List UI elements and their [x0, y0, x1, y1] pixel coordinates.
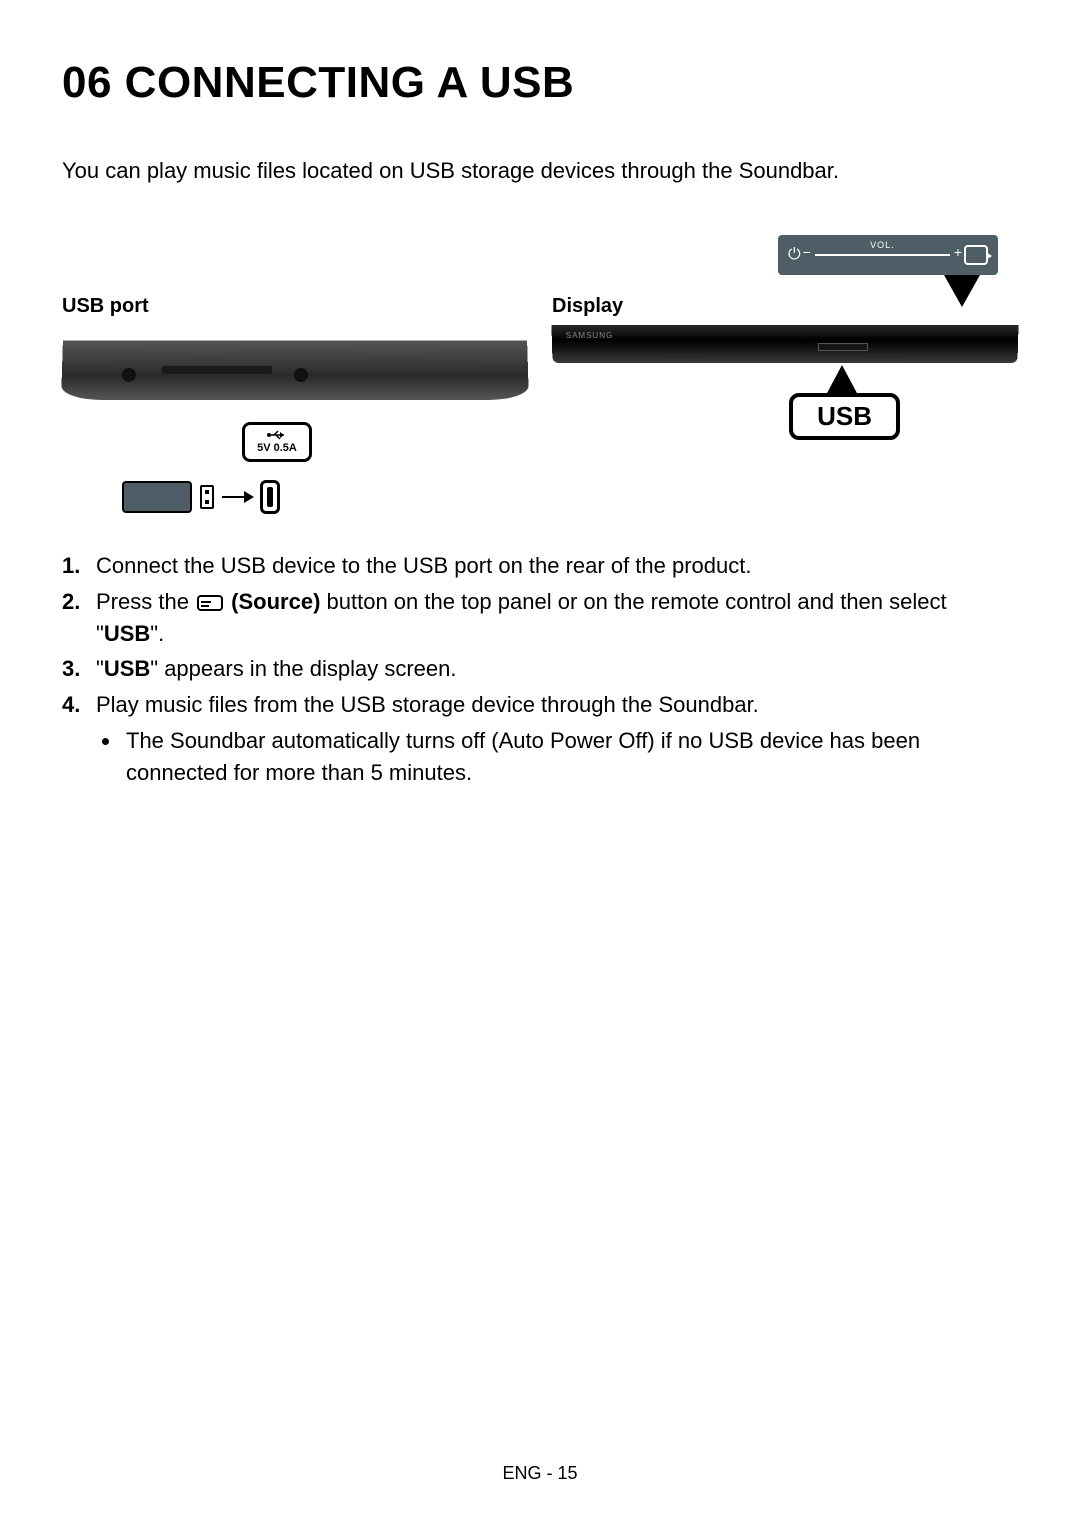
step-bold: USB: [104, 621, 150, 646]
step-text: ": [96, 656, 104, 681]
sub-bullet-list: The Soundbar automatically turns off (Au…: [122, 725, 1018, 789]
diagram-left: USB port 5V 0.5A: [62, 235, 528, 514]
step-item: Connect the USB device to the USB port o…: [62, 550, 1018, 582]
display-label: Display: [552, 295, 623, 318]
step-text: button on the top panel or on the remote…: [96, 589, 947, 646]
diagram-right: ⏻ VOL. Display SAMSUNG USB: [552, 235, 1018, 514]
source-button-icon: [964, 245, 988, 265]
usb-port-box: 5V 0.5A: [242, 422, 312, 462]
display-window-icon: [818, 343, 868, 351]
usb-port-spec: 5V 0.5A: [257, 442, 297, 454]
step-text: " appears in the display screen.: [150, 656, 456, 681]
power-icon: ⏻: [788, 246, 801, 264]
usb-port-detail: 5V 0.5A: [242, 422, 528, 462]
sub-bullet-item: The Soundbar automatically turns off (Au…: [122, 725, 1018, 789]
step-text: ".: [150, 621, 164, 646]
callout-arrow-down-icon: [944, 275, 980, 307]
soundbar-rear-view: [61, 340, 529, 400]
volume-bar: VOL.: [815, 254, 950, 256]
arrow-right-icon: [222, 496, 252, 498]
usb-connector-icon: [200, 485, 214, 509]
step-bold: USB: [104, 656, 150, 681]
step-item: "USB" appears in the display screen.: [62, 653, 1018, 685]
usb-flash-drive-icon: [122, 481, 192, 513]
step-item: Play music files from the USB storage de…: [62, 689, 1018, 789]
page-title: 06 CONNECTING A USB: [62, 58, 1018, 108]
port-slot-icon: [162, 366, 272, 374]
intro-text: You can play music files located on USB …: [62, 156, 1018, 187]
port-dot-icon: [294, 368, 308, 382]
callout-arrow-up-icon: [826, 365, 858, 395]
port-dot-icon: [122, 368, 136, 382]
usb-port-label: USB port: [62, 295, 528, 318]
flash-drive-area: [122, 480, 528, 514]
steps-list: Connect the USB device to the USB port o…: [62, 550, 1018, 789]
usb-trident-icon: [266, 430, 288, 440]
micro-usb-port-icon: [260, 480, 280, 514]
source-inline-icon: [197, 595, 223, 611]
step-text: Play music files from the USB storage de…: [96, 692, 759, 717]
brand-label: SAMSUNG: [566, 331, 614, 340]
step-text: Press the: [96, 589, 195, 614]
usb-display-badge: USB: [789, 393, 900, 440]
step-item: Press the (Source) button on the top pan…: [62, 586, 1018, 650]
diagram-area: USB port 5V 0.5A: [62, 235, 1018, 514]
soundbar-front-view: SAMSUNG: [551, 325, 1018, 363]
step-bold: (Source): [225, 589, 320, 614]
page-footer: ENG - 15: [0, 1463, 1080, 1484]
step-text: Connect the USB device to the USB port o…: [96, 553, 752, 578]
volume-label: VOL.: [870, 240, 895, 250]
soundbar-top-panel: ⏻ VOL.: [778, 235, 998, 275]
